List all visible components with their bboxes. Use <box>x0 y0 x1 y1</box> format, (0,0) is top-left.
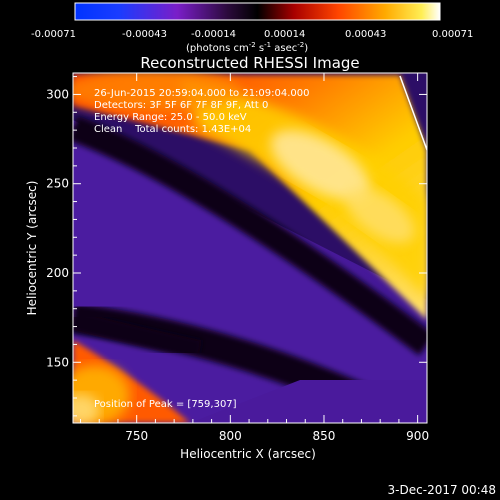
x-tick-label: 800 <box>219 429 242 443</box>
annotation-counts: Clean Total counts: 1.43E+04 <box>94 124 251 135</box>
x-tick-label: 900 <box>406 429 429 443</box>
y-tick-label: 300 <box>46 87 69 101</box>
y-axis-label: Heliocentric Y (arcsec) <box>25 181 39 316</box>
y-tick-label: 200 <box>46 266 69 280</box>
peak-position-label: Position of Peak = [759,307] <box>94 399 237 410</box>
colorbar-tick-2: -0.00014 <box>191 29 236 40</box>
colorbar-tick-4: 0.00043 <box>345 29 386 40</box>
colorbar-tick-1: -0.00043 <box>122 29 167 40</box>
x-tick-label: 750 <box>125 429 148 443</box>
y-tick-label: 150 <box>46 355 69 369</box>
axis-ticks: 750 800 850 900 150 200 250 300 <box>46 73 429 443</box>
colorbar-tick-5: 0.00071 <box>432 29 473 40</box>
y-tick-label: 250 <box>46 177 69 191</box>
plot-frame <box>72 72 428 424</box>
limb-line <box>399 75 427 151</box>
colorbar-tick-0: -0.00071 <box>31 29 76 40</box>
annotation-time-range: 26-Jun-2015 20:59:04.000 to 21:09:04.000 <box>94 88 310 99</box>
colorbar <box>74 2 441 21</box>
footer-date: 3-Dec-2017 00:48 <box>388 483 496 497</box>
chart-title: Reconstructed RHESSI Image <box>140 54 359 72</box>
heatmap-image <box>73 73 427 423</box>
annotation-energy-range: Energy Range: 25.0 - 50.0 keV <box>94 112 247 123</box>
x-tick-label: 850 <box>313 429 336 443</box>
colorbar-unit-label: (photons cm-2 s-1 asec-2) <box>186 41 308 54</box>
colorbar-tick-3: 0.00014 <box>264 29 305 40</box>
x-axis-label: Heliocentric X (arcsec) <box>180 447 316 461</box>
annotation-detectors: Detectors: 3F 5F 6F 7F 8F 9F, Att 0 <box>94 100 268 111</box>
